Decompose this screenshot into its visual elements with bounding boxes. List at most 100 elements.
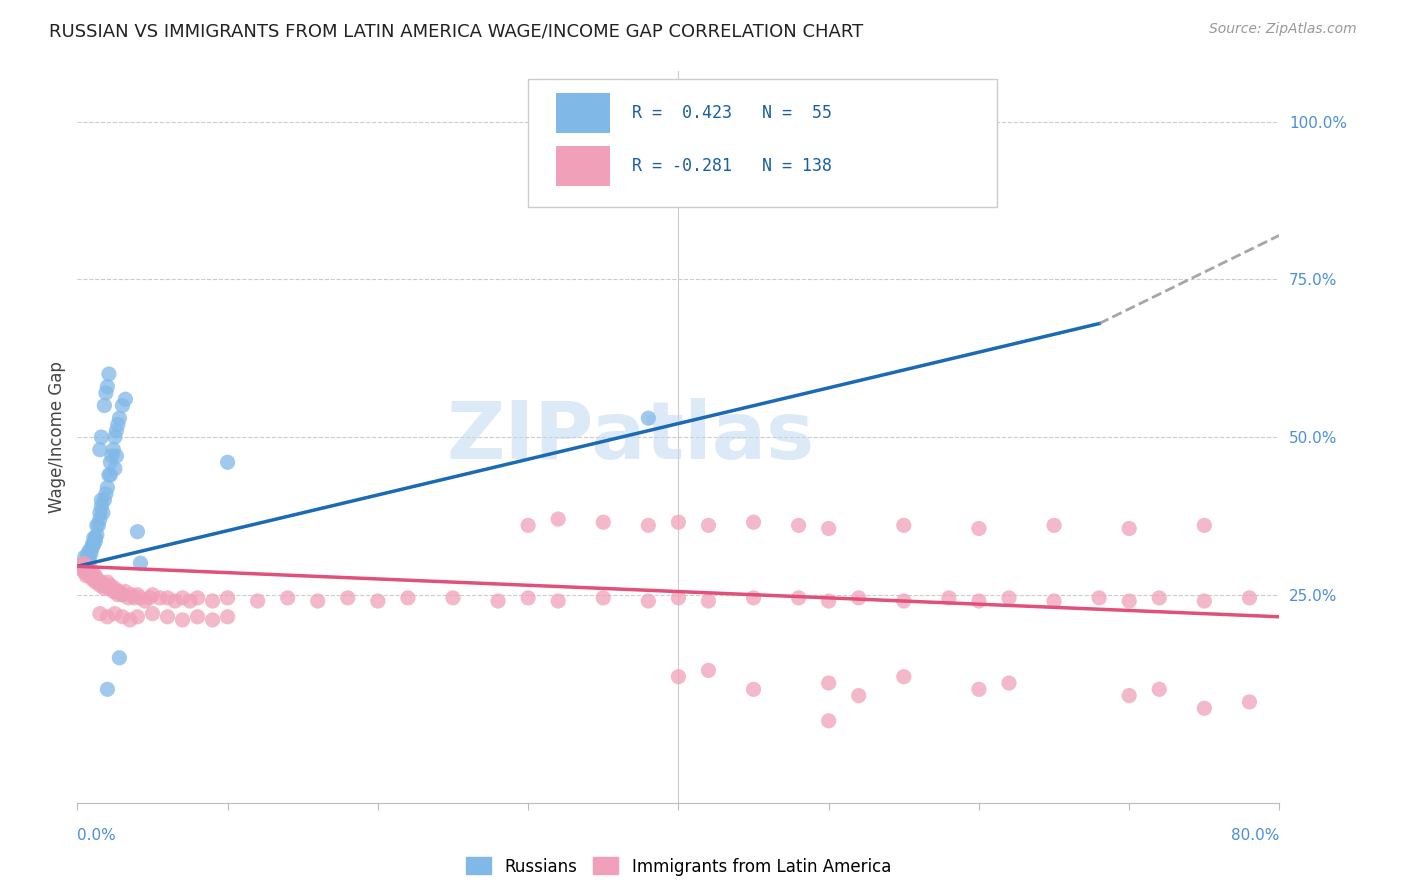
Point [75, 556, 97, 570]
Point [1118, 594, 1140, 608]
Point [79, 553, 101, 567]
Point [127, 609, 149, 624]
Point [697, 518, 720, 533]
Point [120, 588, 142, 602]
Point [637, 411, 659, 425]
Point [82, 566, 104, 580]
Point [111, 399, 134, 413]
Point [817, 521, 839, 535]
Point [104, 607, 127, 621]
Point [1043, 518, 1066, 533]
Point [96, 575, 118, 590]
Point [817, 676, 839, 690]
Point [1194, 518, 1216, 533]
Point [94, 487, 117, 501]
Point [787, 518, 810, 533]
Point [201, 594, 224, 608]
Point [89, 575, 111, 590]
Point [517, 591, 540, 605]
Point [84, 534, 107, 549]
Point [103, 442, 125, 457]
Point [104, 430, 127, 444]
Point [93, 399, 115, 413]
Text: ZIPatlas: ZIPatlas [446, 398, 814, 476]
Text: R =  0.423   N =  55: R = 0.423 N = 55 [631, 103, 831, 122]
FancyBboxPatch shape [555, 146, 610, 186]
Point [94, 578, 117, 592]
Point [1118, 521, 1140, 535]
Point [156, 591, 179, 605]
Point [82, 541, 104, 555]
Point [201, 613, 224, 627]
Point [76, 559, 98, 574]
Point [277, 591, 299, 605]
Point [83, 569, 105, 583]
Point [637, 518, 659, 533]
Point [90, 575, 112, 590]
Point [76, 549, 98, 564]
Point [70, 562, 93, 576]
Point [96, 609, 118, 624]
Point [96, 379, 118, 393]
Point [592, 515, 614, 529]
Point [76, 566, 98, 580]
Point [1043, 594, 1066, 608]
Point [149, 591, 172, 605]
Point [76, 547, 98, 561]
Point [89, 442, 111, 457]
Text: R = -0.281   N = 138: R = -0.281 N = 138 [631, 157, 831, 175]
Point [893, 518, 915, 533]
Point [127, 588, 149, 602]
Text: RUSSIAN VS IMMIGRANTS FROM LATIN AMERICA WAGE/INCOME GAP CORRELATION CHART: RUSSIAN VS IMMIGRANTS FROM LATIN AMERICA… [49, 22, 863, 40]
Point [79, 569, 101, 583]
Point [79, 566, 101, 580]
Point [75, 559, 97, 574]
Point [668, 670, 690, 684]
Point [93, 493, 115, 508]
Point [742, 682, 765, 697]
Point [848, 591, 870, 605]
Point [118, 613, 141, 627]
Point [73, 559, 96, 574]
Point [108, 650, 131, 665]
Point [336, 591, 359, 605]
Point [73, 562, 96, 576]
Point [967, 682, 990, 697]
Point [87, 575, 110, 590]
Point [114, 392, 136, 407]
Text: 80.0%: 80.0% [1232, 828, 1279, 843]
Point [90, 500, 112, 514]
Point [104, 582, 127, 596]
Point [367, 594, 389, 608]
Point [80, 562, 103, 576]
Point [82, 537, 104, 551]
Point [75, 569, 97, 583]
Point [129, 556, 152, 570]
Point [86, 528, 108, 542]
Point [72, 559, 94, 574]
Point [787, 591, 810, 605]
Point [84, 531, 107, 545]
Point [100, 455, 122, 469]
Point [105, 424, 128, 438]
FancyBboxPatch shape [529, 78, 997, 207]
Point [105, 449, 128, 463]
Point [637, 594, 659, 608]
Point [141, 588, 163, 602]
Point [97, 582, 120, 596]
Point [108, 411, 131, 425]
Point [93, 582, 115, 596]
Point [697, 664, 720, 678]
Point [75, 562, 97, 576]
Point [83, 531, 105, 545]
Point [79, 543, 101, 558]
Point [107, 417, 129, 432]
Point [94, 386, 117, 401]
Point [893, 594, 915, 608]
Point [73, 549, 96, 564]
Point [307, 594, 329, 608]
Point [89, 578, 111, 592]
Point [91, 578, 114, 592]
Point [441, 591, 464, 605]
Point [124, 591, 146, 605]
